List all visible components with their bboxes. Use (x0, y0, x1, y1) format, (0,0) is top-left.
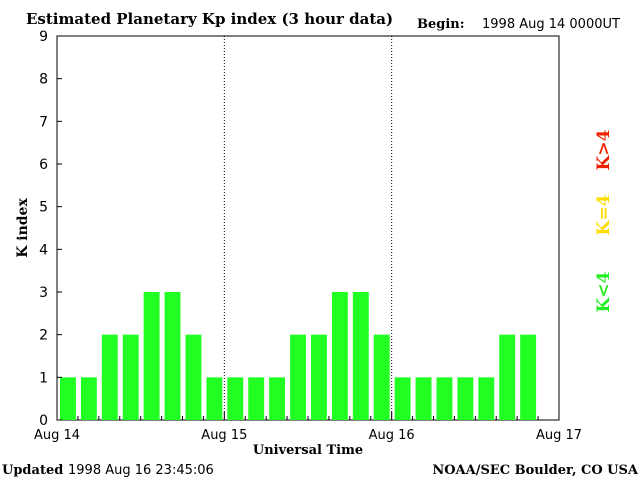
kp-bar (415, 377, 432, 420)
plot-area: 0 1 2 3 4 5 6 7 8 9 Aug 14 Aug 15 Aug 16 Aug 17 (34, 29, 582, 443)
kp-bar (60, 377, 76, 420)
kp-bar (457, 377, 474, 420)
kp-bar (185, 334, 202, 420)
kp-bar (311, 334, 327, 420)
y-tick-label: 2 (39, 328, 48, 344)
kp-bar (269, 377, 286, 420)
kp-bar (101, 334, 118, 420)
legend-k-equal-4: K=4 (594, 194, 614, 235)
y-tick-label: 7 (39, 114, 48, 130)
chart-title: Estimated Planetary Kp index (3 hour dat… (26, 10, 393, 28)
x-axis-label: Universal Time (253, 443, 363, 458)
y-tick-label: 0 (39, 413, 48, 429)
kp-bar (331, 292, 348, 420)
kp-bar (478, 377, 495, 420)
legend-k-above-4: K>4 (594, 129, 614, 170)
kp-bar (520, 334, 537, 420)
y-tick-label: 1 (39, 370, 48, 386)
kp-bar (436, 377, 453, 420)
legend-k-below-4: K<4 (594, 271, 614, 312)
kp-bar (394, 377, 411, 420)
y-tick-label: 8 (39, 72, 48, 88)
kp-bar (352, 292, 369, 420)
begin-value: 1998 Aug 14 0000UT (482, 17, 620, 32)
kp-bar (290, 334, 306, 420)
y-tick-label: 9 (39, 29, 48, 45)
updated-value: 1998 Aug 16 23:45:06 (68, 463, 214, 478)
x-tick-label: Aug 16 (369, 428, 415, 443)
kp-bar (122, 334, 139, 420)
kp-bar (248, 377, 265, 420)
y-tick-label: 5 (39, 200, 48, 216)
kp-bar (164, 292, 181, 420)
begin-label: Begin: (417, 17, 465, 32)
kp-bar (227, 377, 244, 420)
source-credit: NOAA/SEC Boulder, CO USA (432, 463, 639, 478)
y-tick-label: 3 (39, 285, 48, 301)
x-tick-label: Aug 17 (536, 428, 582, 443)
kp-bar (143, 292, 160, 420)
kp-bar (206, 377, 223, 420)
kp-bar (80, 377, 97, 420)
kp-bar (499, 334, 516, 420)
kp-bar (373, 334, 390, 420)
y-tick-label: 6 (39, 157, 48, 173)
x-tick-label: Aug 14 (34, 428, 80, 443)
y-axis-label: K index (15, 198, 31, 258)
y-tick-label: 4 (39, 242, 48, 258)
updated-label: Updated (2, 463, 63, 478)
x-tick-label: Aug 15 (201, 428, 247, 443)
